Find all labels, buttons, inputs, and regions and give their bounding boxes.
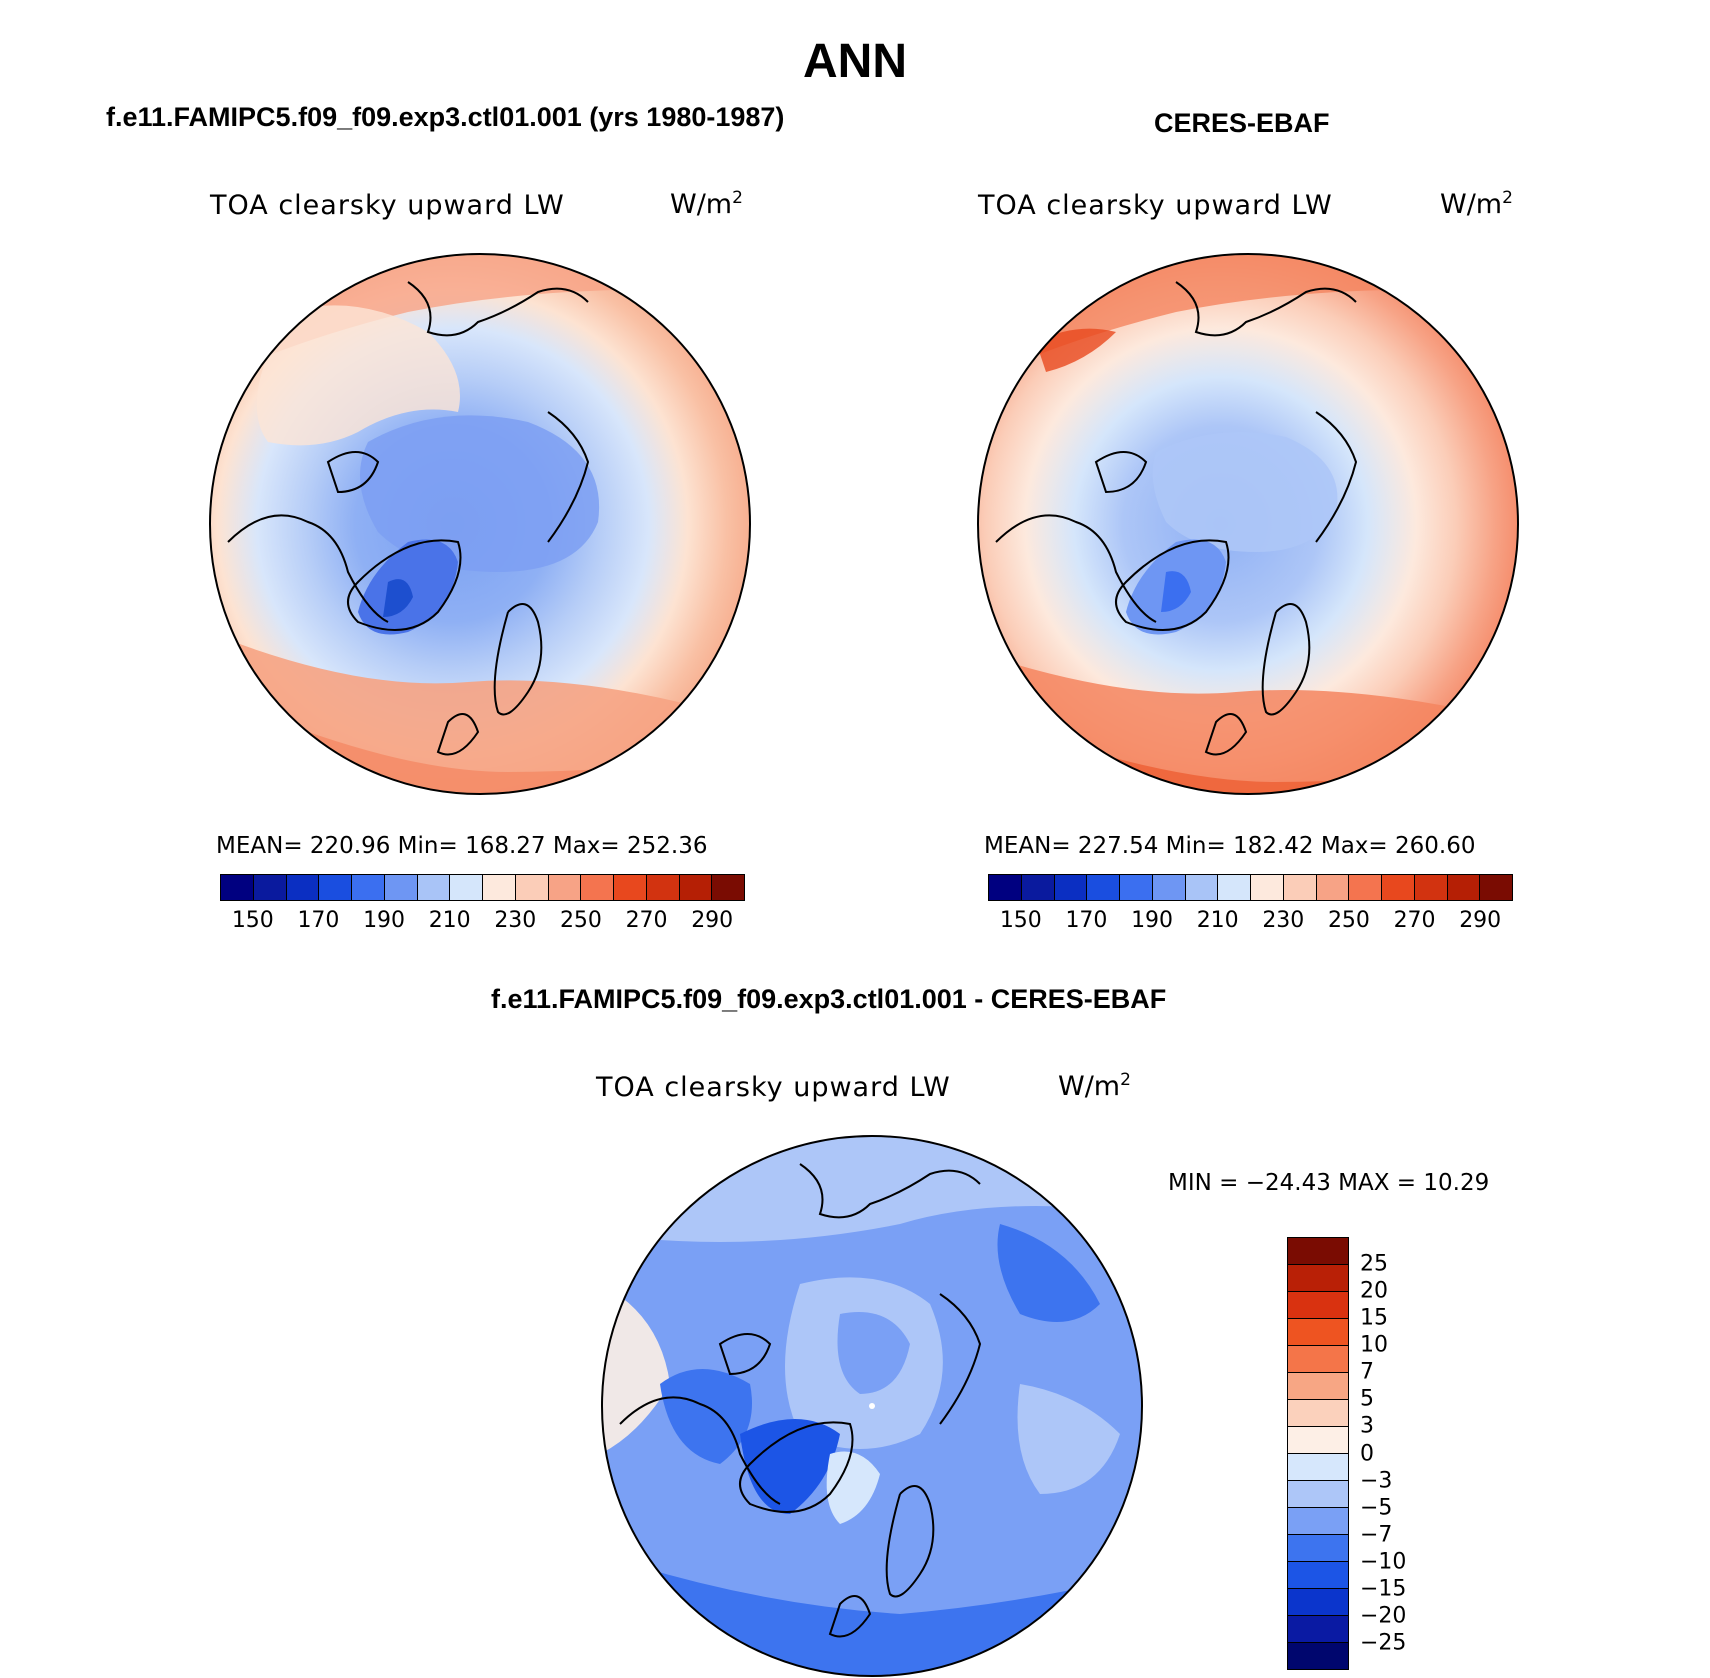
colorbar-cell — [450, 875, 483, 900]
panel-3-colorbar — [1287, 1237, 1349, 1670]
colorbar-cell — [1218, 875, 1251, 900]
colorbar-tick-label: 170 — [297, 908, 340, 933]
colorbar-tick-label: 230 — [494, 908, 537, 933]
colorbar-cell — [1251, 875, 1284, 900]
colorbar-tick-label: −5 — [1360, 1495, 1393, 1521]
colorbar-cell — [1288, 1319, 1348, 1346]
colorbar-cell — [1288, 1562, 1348, 1589]
colorbar-tick-label: −10 — [1360, 1549, 1407, 1575]
colorbar-tick-label: 230 — [1262, 908, 1305, 933]
colorbar-cell — [1288, 1346, 1348, 1373]
colorbar-tick-label: −25 — [1360, 1630, 1407, 1656]
colorbar-cell — [1288, 1535, 1348, 1562]
colorbar-cell — [1288, 1589, 1348, 1616]
colorbar-tick-label: 10 — [1360, 1332, 1388, 1358]
colorbar-cell — [1288, 1643, 1348, 1669]
colorbar-cell — [646, 875, 680, 900]
main-title: ANN — [803, 35, 907, 88]
colorbar-tick-label: 170 — [1065, 908, 1108, 933]
panel-3-polar-map — [601, 1135, 1143, 1677]
colorbar-cell — [1288, 1508, 1348, 1535]
colorbar-cell — [1185, 875, 1219, 900]
colorbar-cell — [1288, 1238, 1348, 1265]
colorbar-cell — [712, 875, 744, 900]
panel-1-units: W/m2 — [670, 188, 743, 220]
colorbar-cell — [1087, 875, 1120, 900]
panel-1-colorbar — [220, 874, 745, 901]
panel-3-variable-label: TOA clearsky upward LW — [596, 1072, 951, 1103]
colorbar-tick-label: 290 — [691, 908, 734, 933]
colorbar-cell — [384, 875, 418, 900]
colorbar-cell — [515, 875, 549, 900]
panel-2-title: CERES-EBAF — [1154, 108, 1330, 138]
colorbar-tick-label: 210 — [1196, 908, 1239, 933]
colorbar-cell — [679, 875, 713, 900]
colorbar-cell — [1288, 1265, 1348, 1292]
colorbar-cell — [1349, 875, 1382, 900]
colorbar-cell — [286, 875, 320, 900]
panel-2-variable-label: TOA clearsky upward LW — [978, 190, 1333, 221]
colorbar-cell — [548, 875, 582, 900]
colorbar-cell — [614, 875, 647, 900]
colorbar-cell — [989, 875, 1022, 900]
colorbar-cell — [1288, 1481, 1348, 1508]
colorbar-cell — [1120, 875, 1153, 900]
colorbar-tick-label: −20 — [1360, 1603, 1407, 1629]
colorbar-cell — [1447, 875, 1481, 900]
panel-1-variable-label: TOA clearsky upward LW — [210, 190, 565, 221]
colorbar-cell — [581, 875, 614, 900]
colorbar-tick-label: 250 — [559, 908, 602, 933]
panel-3-stats: MIN = −24.43 MAX = 10.29 — [1168, 1170, 1490, 1196]
colorbar-cell — [1480, 875, 1512, 900]
colorbar-tick-label: −7 — [1360, 1522, 1393, 1548]
colorbar-cell — [1288, 1400, 1348, 1427]
colorbar-tick-label: 290 — [1459, 908, 1502, 933]
colorbar-tick-label: 190 — [363, 908, 406, 933]
panel-2-units: W/m2 — [1440, 188, 1513, 220]
colorbar-tick-label: 150 — [999, 908, 1042, 933]
panel-2-stats: MEAN= 227.54 Min= 182.42 Max= 260.60 — [984, 833, 1476, 859]
colorbar-tick-label: 20 — [1360, 1278, 1388, 1304]
colorbar-cell — [1283, 875, 1317, 900]
panel-1-title: f.e11.FAMIPC5.f09_f09.exp3.ctl01.001 (yr… — [106, 102, 785, 132]
panel-3-units: W/m2 — [1058, 1070, 1131, 1102]
colorbar-tick-label: 270 — [625, 908, 668, 933]
colorbar-cell — [221, 875, 254, 900]
colorbar-tick-label: 15 — [1360, 1305, 1388, 1331]
colorbar-cell — [253, 875, 287, 900]
colorbar-tick-label: 190 — [1131, 908, 1174, 933]
panel-1-polar-map — [209, 253, 751, 795]
panel-2-colorbar — [988, 874, 1513, 901]
colorbar-cell — [1288, 1454, 1348, 1481]
panel-2-polar-map — [977, 253, 1519, 795]
colorbar-tick-label: 3 — [1360, 1413, 1374, 1439]
colorbar-cell — [1414, 875, 1448, 900]
colorbar-tick-label: 250 — [1327, 908, 1370, 933]
colorbar-tick-label: −15 — [1360, 1576, 1407, 1602]
colorbar-tick-label: 210 — [428, 908, 471, 933]
colorbar-cell — [1288, 1427, 1348, 1454]
panel-1-stats: MEAN= 220.96 Min= 168.27 Max= 252.36 — [216, 833, 708, 859]
colorbar-tick-label: −3 — [1360, 1468, 1393, 1494]
colorbar-tick-label: 7 — [1360, 1359, 1374, 1385]
colorbar-tick-label: 25 — [1360, 1251, 1388, 1277]
colorbar-cell — [417, 875, 451, 900]
panel-3-title: f.e11.FAMIPC5.f09_f09.exp3.ctl01.001 - C… — [491, 984, 1167, 1014]
colorbar-cell — [1316, 875, 1350, 900]
colorbar-cell — [1021, 875, 1055, 900]
colorbar-cell — [1288, 1292, 1348, 1319]
colorbar-cell — [1382, 875, 1415, 900]
colorbar-tick-label: 5 — [1360, 1386, 1374, 1412]
colorbar-tick-label: 150 — [231, 908, 274, 933]
colorbar-cell — [483, 875, 516, 900]
colorbar-cell — [1152, 875, 1186, 900]
colorbar-cell — [1288, 1373, 1348, 1400]
colorbar-cell — [1054, 875, 1088, 900]
colorbar-tick-label: 0 — [1360, 1441, 1374, 1466]
colorbar-cell — [352, 875, 385, 900]
colorbar-cell — [319, 875, 352, 900]
colorbar-tick-label: 270 — [1393, 908, 1436, 933]
colorbar-cell — [1288, 1616, 1348, 1643]
